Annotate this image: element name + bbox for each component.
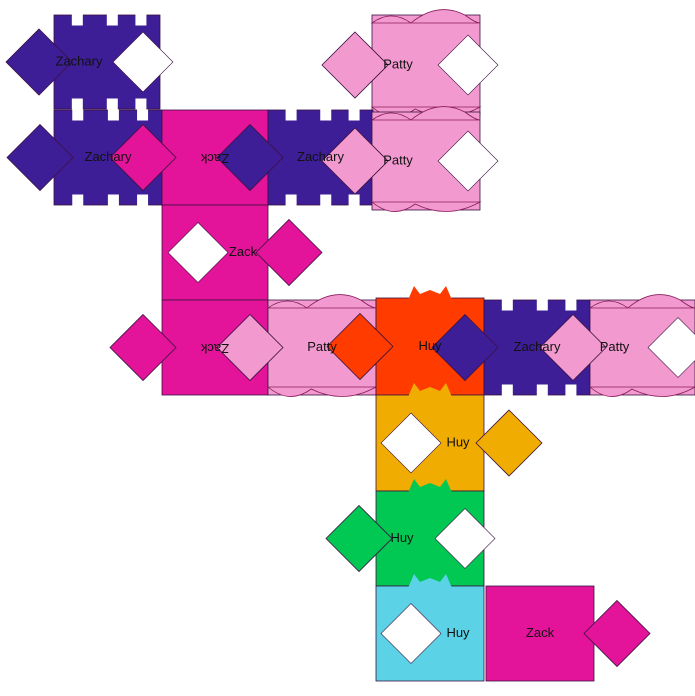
castle-notch [106,98,118,110]
tile-label: Patty [307,339,337,354]
tile-hole [380,603,442,664]
tile-tab [431,313,499,382]
castle-notch [107,109,119,121]
puzzle-tile[interactable] [485,585,651,682]
tile-tab [325,504,393,573]
tile-label: Patty [383,56,413,71]
tile-tab [5,28,73,96]
cloud-edge [266,386,378,397]
castle-notch [501,299,513,311]
tile-tab [255,218,323,287]
tiles-layer [5,9,695,682]
castle-notch [137,194,149,206]
tile-tab [583,599,651,668]
castle-notch [72,194,84,206]
puzzle-tile[interactable] [5,14,174,110]
castle-notch [107,194,119,206]
castle-notch [348,194,360,206]
cloud-edge [370,9,481,24]
castle-notch [285,194,297,206]
tile-label: Zack [229,244,258,259]
tile-hole [437,130,499,192]
bat-ears [408,479,452,493]
tile-label: Zack [200,151,229,166]
tile-tab [321,31,389,99]
bat-ears [408,574,452,588]
tile-tab [109,313,177,382]
tile-label: Zachary [514,339,561,354]
castle-notch [71,98,83,110]
castle-notch [71,14,83,26]
castle-notch [348,109,360,121]
tile-label: Huy [390,530,414,545]
tile-label: Patty [383,152,413,167]
cloud-edge [588,386,695,397]
tile-hole [437,34,499,96]
puzzle-tile[interactable] [431,299,591,396]
castle-notch [501,384,513,396]
tile-label: Patty [600,339,630,354]
tile-tab [6,123,74,192]
tile-label: Huy [446,625,470,640]
castle-notch [565,299,577,311]
tile-tab [475,409,543,477]
tile-hole [112,31,174,93]
tile-hole [434,508,496,569]
tile-label: Huy [418,338,442,353]
tile-tab [109,123,177,192]
tile-tab [539,313,607,382]
castle-notch [320,109,332,121]
bat-ears [408,383,452,397]
tile-hole [167,222,229,283]
tile-tab [216,123,284,192]
puzzle-tile[interactable] [375,574,485,682]
tile-label: Zachary [56,53,103,68]
puzzle-tile[interactable] [321,106,499,212]
castle-notch [137,109,149,121]
tile-hole [647,317,695,378]
tile-tab [321,127,389,195]
castle-notch [72,109,84,121]
tile-tab [216,313,284,382]
tile-tab [326,312,394,381]
castle-notch [106,14,118,26]
castle-notch [565,384,577,396]
castle-notch [285,109,297,121]
tile-label: Zack [200,341,229,356]
puzzle-tile[interactable] [325,479,496,587]
cloud-edge [588,294,695,309]
cloud-edge [370,106,481,121]
puzzle-tile[interactable] [375,383,543,492]
bat-ears [408,286,452,300]
castle-notch [135,14,147,26]
tile-hole [380,412,442,474]
labels-layer: Zachary Patty Zachary Zack Zachary Patty Zack Z… [56,53,630,640]
tile-label: Zack [526,625,555,640]
tile-label: Zachary [297,149,344,164]
castle-notch [536,299,548,311]
tile-label: Huy [446,434,470,449]
tile-body [485,585,595,682]
puzzle-tile[interactable] [161,204,323,301]
cloud-edge [370,201,482,212]
cloud-edge [266,294,377,309]
puzzle-tile[interactable] [539,294,695,397]
tile-label: Zachary [85,149,132,164]
castle-notch [536,384,548,396]
castle-notch [320,194,332,206]
castle-notch [135,98,147,110]
